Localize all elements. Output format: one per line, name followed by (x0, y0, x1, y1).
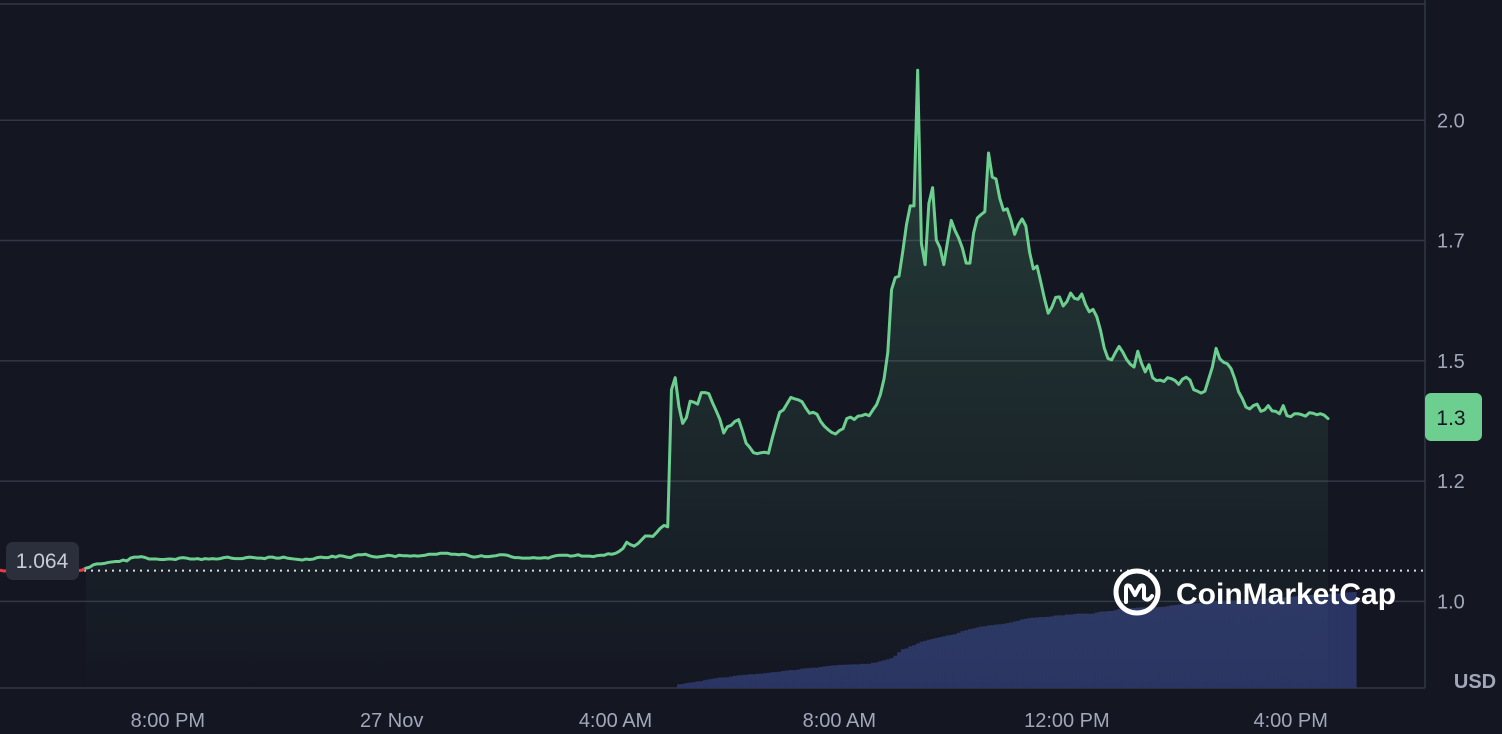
x-tick-label: 27 Nov (360, 710, 423, 732)
volume-bar (1348, 592, 1353, 688)
y-tick-label: 2.0 (1437, 110, 1465, 132)
volume-bar (1326, 594, 1331, 688)
volume-bar (1344, 592, 1350, 688)
watermark: CoinMarketCap (1113, 568, 1396, 616)
currency-label: USD (1454, 671, 1496, 693)
y-tick-label: 1.0 (1437, 591, 1465, 613)
volume-bar (1352, 592, 1357, 688)
x-tick-label: 8:00 AM (803, 710, 876, 732)
price-line-up (84, 68, 1330, 570)
x-tick-label: 4:00 PM (1253, 710, 1327, 732)
reference-price-label: 1.064 (16, 550, 69, 573)
price-area-fill (85, 70, 1329, 689)
watermark-text: CoinMarketCap (1176, 578, 1396, 611)
y-tick-label: 1.7 (1437, 231, 1465, 253)
volume-bar (1337, 593, 1342, 688)
volume-bar (1333, 593, 1338, 688)
y-tick-label: 1.5 (1437, 351, 1465, 373)
x-tick-label: 12:00 PM (1024, 710, 1110, 732)
x-axis: 8:00 PM 27 Nov 4:00 AM 8:00 AM 12:00 PM 4:00 … (131, 710, 1328, 732)
y-axis: 2.0 1.7 1.5 1.2 1.0 (1437, 110, 1465, 613)
x-tick-label: 4:00 AM (579, 710, 652, 732)
volume-bar (1341, 592, 1346, 688)
current-price-label: 1.3 (1436, 407, 1465, 430)
current-price-badge: 1.3 (1425, 393, 1482, 441)
volume-bar (1329, 593, 1335, 688)
y-tick-label: 1.2 (1437, 471, 1465, 493)
price-area (85, 70, 1329, 689)
x-tick-label: 8:00 PM (131, 710, 205, 732)
coinmarketcap-logo-icon (1113, 568, 1161, 616)
reference-price-badge: 1.064 (6, 542, 79, 580)
